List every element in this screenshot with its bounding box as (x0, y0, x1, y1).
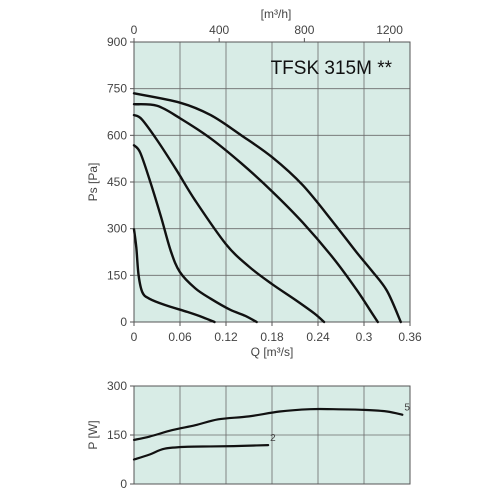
power-plot-frame (133, 385, 411, 485)
y-tick-label: 750 (107, 82, 127, 96)
y-tick-label: 150 (107, 268, 127, 282)
top-axis-title: [m³/h] (261, 7, 292, 21)
power-y-tick-label: 0 (120, 477, 127, 491)
chart-title: TFSK 315M ** (271, 58, 393, 79)
power-y-tick-label: 300 (107, 379, 127, 393)
power-curve-label: 2 (270, 433, 276, 444)
power-y-tick-label: 150 (107, 428, 127, 442)
top-tick-label: 800 (294, 23, 314, 37)
power-y-axis-title: P [W] (86, 420, 100, 449)
pressure-curve (132, 92, 402, 324)
power-curve (132, 444, 270, 461)
y-tick-label: 0 (120, 315, 127, 329)
x-tick-label: 0.24 (306, 330, 330, 344)
power-curve-label: 5 (404, 403, 410, 414)
x-tick-label: 0.36 (398, 330, 422, 344)
power-curve (132, 407, 404, 441)
x-axis-title: Q [m³/s] (251, 345, 294, 359)
y-axis-title: Ps [Pa] (86, 163, 100, 202)
top-tick-label: 0 (131, 23, 138, 37)
pressure-curve (132, 228, 216, 324)
plot-frame (133, 41, 411, 323)
x-tick-label: 0.12 (214, 330, 238, 344)
power-chart-panel: 0 150 300 2 5 P [W] (86, 379, 411, 491)
pressure-curve (132, 144, 258, 324)
pressure-curve (132, 103, 379, 324)
top-tick-label: 400 (209, 23, 229, 37)
x-tick-label: 0.06 (168, 330, 192, 344)
pressure-chart-panel: 0 0.06 0.12 0.18 0.24 0.3 0.36 0 150 300 450 600 750… (86, 7, 422, 359)
pressure-curve (132, 113, 326, 324)
y-tick-label: 450 (107, 175, 127, 189)
x-tick-label: 0 (131, 330, 138, 344)
top-tick-label: 1200 (376, 23, 403, 37)
y-tick-label: 900 (107, 35, 127, 49)
y-tick-label: 300 (107, 222, 127, 236)
y-tick-label: 600 (107, 128, 127, 142)
x-tick-label: 0.3 (356, 330, 373, 344)
x-tick-label: 0.18 (260, 330, 284, 344)
